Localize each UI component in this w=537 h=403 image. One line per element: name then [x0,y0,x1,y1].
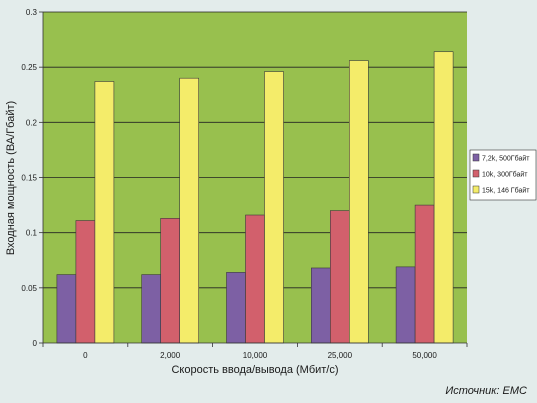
bar [395,266,416,344]
y-tick-label: 0.25 [21,63,37,72]
bar [348,60,369,344]
x-tick-label: 0 [83,351,88,360]
bar [226,272,246,344]
bar [94,81,115,344]
bar [56,274,77,344]
legend-swatch [472,169,480,178]
y-tick-label: 0.05 [21,284,37,293]
y-axis-title: Входная мощность (ВА/Гбайт) [5,101,17,255]
bar [75,220,96,344]
x-tick-labels: 0 2,000 10,000 25,000 50,000 [42,343,468,360]
bar [179,77,199,344]
y-tick-label: 0.3 [26,8,38,17]
x-tick-label: 2,000 [160,351,181,360]
bar [141,274,161,344]
bar [245,214,265,344]
y-tick-labels: 0 0.05 0.1 0.15 0.2 0.25 0.3 [21,8,43,348]
y-tick-label: 0 [33,339,38,348]
legend-items: 7,2k, 500Гбайт 10k, 300Гбайт 15k, 146 Гбай… [472,153,530,195]
legend-swatch [472,185,480,194]
source-note: Источник: EMC [445,385,527,397]
x-tick-label: 10,000 [243,351,268,360]
legend-label: 15k, 146 Гбайт [482,187,530,195]
x-tick-label: 50,000 [412,351,437,360]
x-axis-title: Скорость ввода/вывода (Мбит/с) [171,364,338,376]
bar [160,218,180,344]
bar [310,267,331,344]
legend-label: 10k, 300Гбайт [482,171,528,179]
bar [264,71,284,344]
legend-swatch [472,153,480,162]
y-tick-label: 0.1 [26,229,38,238]
bar [329,210,350,344]
legend: 7,2k, 500Гбайт 10k, 300Гбайт 15k, 146 Гбай… [469,149,537,201]
legend-box [469,149,537,201]
legend-label: 7,2k, 500Гбайт [482,155,530,163]
y-tick-label: 0.2 [26,118,38,127]
bars [56,51,454,344]
y-tick-label: 0.15 [21,174,37,183]
bar [433,51,454,344]
x-tick-label: 25,000 [328,351,353,360]
bar [414,204,435,344]
